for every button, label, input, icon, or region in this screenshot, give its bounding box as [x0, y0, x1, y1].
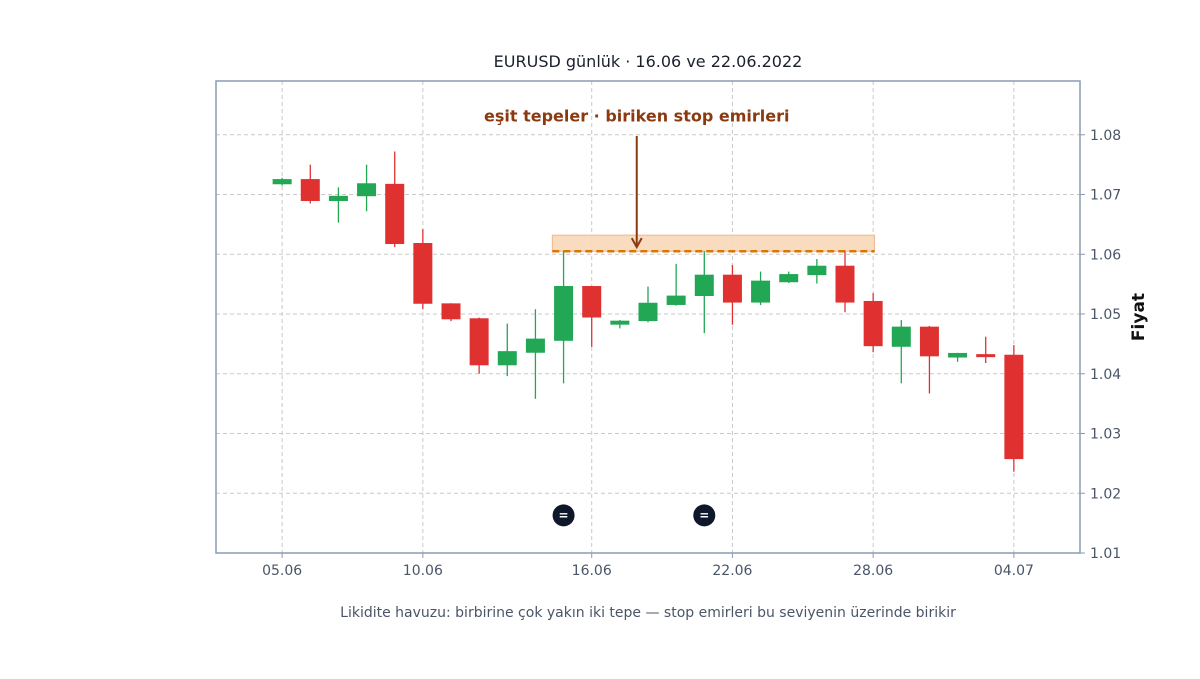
candle-body-up [751, 280, 771, 303]
y-tick-label: 1.03 [1090, 427, 1121, 443]
equal-top-marker [693, 504, 716, 527]
candle-body-up [610, 320, 630, 325]
y-axis-label: Fiyat [1129, 293, 1149, 341]
y-tick-label: 1.05 [1090, 307, 1121, 323]
candle-body-up [525, 338, 545, 353]
axes-layer: 1.01 1.02 1.03 1.04 1.05 1.06 1.07 1.08 05.06 10.… [262, 128, 1121, 579]
candle-body-down [441, 303, 461, 320]
candle-body-up [272, 179, 292, 185]
candle-body-up [694, 274, 714, 296]
y-tick-label: 1.08 [1090, 128, 1121, 144]
x-tick-label: 28.06 [853, 563, 893, 579]
candle-body-up [807, 265, 827, 276]
candle-body-up [948, 352, 968, 358]
x-tick-label: 10.06 [403, 563, 443, 579]
candle-body-up [891, 326, 911, 347]
candles-layer [272, 151, 1024, 472]
x-tick-label: 04.07 [994, 563, 1034, 579]
candle-body-down [469, 318, 489, 366]
candle-body-down [582, 286, 602, 318]
candle-body-up [666, 295, 686, 305]
equal-top-marker [552, 504, 575, 527]
chart-title: EURUSD günlük · 16.06 ve 22.06.2022 [494, 52, 803, 71]
y-tick-label: 1.01 [1090, 546, 1121, 562]
candle-body-down [835, 265, 855, 303]
candle-body-down [919, 326, 939, 357]
candle-body-down [976, 354, 996, 358]
chart-caption: Likidite havuzu: birbirine çok yakın iki… [340, 605, 956, 621]
y-tick-label: 1.07 [1090, 188, 1121, 204]
candle-body-down [863, 300, 883, 347]
y-tick-label: 1.02 [1090, 486, 1121, 502]
liquidity-zone-band [551, 234, 876, 252]
equal-top-marker-label: = [699, 508, 709, 522]
y-tick-label: 1.06 [1090, 247, 1121, 263]
candle-body-up [638, 302, 658, 322]
candle-body-up [779, 274, 799, 283]
plot-frame [215, 80, 1081, 554]
candle-body-down [1004, 354, 1024, 460]
candle-body-up [497, 351, 517, 366]
x-tick-label: 16.06 [572, 563, 612, 579]
candle-body-up [328, 195, 348, 201]
candle-body-down [722, 274, 742, 303]
candle-body-down [413, 243, 433, 304]
candle-body-down [385, 183, 405, 245]
y-tick-label: 1.04 [1090, 367, 1121, 383]
zone-annotation-label: eşit tepeler · biriken stop emirleri [484, 107, 789, 126]
annotation-arrow-head [630, 237, 643, 250]
candle-body-up [554, 286, 574, 341]
x-tick-label: 05.06 [262, 563, 302, 579]
candle-body-up [357, 183, 377, 197]
x-tick-label: 22.06 [712, 563, 752, 579]
equal-top-marker-label: = [559, 508, 569, 522]
liquidity-zone-layer: eşit tepeler · biriken stop emirleri [484, 107, 876, 253]
markers-layer: = = [552, 504, 716, 527]
candle-body-down [300, 179, 320, 201]
